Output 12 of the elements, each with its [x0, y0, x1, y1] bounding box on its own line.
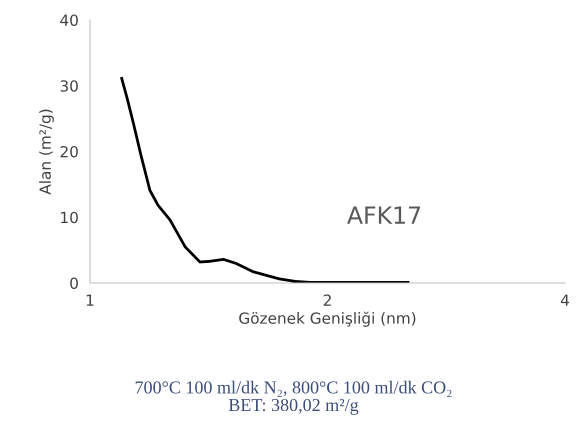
y-tick-label: 10 [61, 212, 78, 224]
y-tick-label: 0 [70, 277, 78, 290]
y-axis-title: Alan (m²/g) [39, 110, 54, 195]
x-axis-title: Gözenek Genişliği (nm) [239, 312, 416, 327]
text: 700°C 100 ml/dk N₂, 800°C 100 ml/dk CO₂ BET: 380,02 m²/g [136, 380, 452, 415]
y-tick-label: 40 [60, 14, 78, 26]
x-tick-label: 4 [560, 294, 570, 306]
x-tick-label: 1 [86, 294, 94, 306]
annotation: AFK17 [347, 206, 420, 224]
y-tick-label: 20 [60, 146, 78, 158]
x-tick-label: 2 [324, 294, 331, 306]
y-tick-label: 30 [60, 80, 78, 92]
